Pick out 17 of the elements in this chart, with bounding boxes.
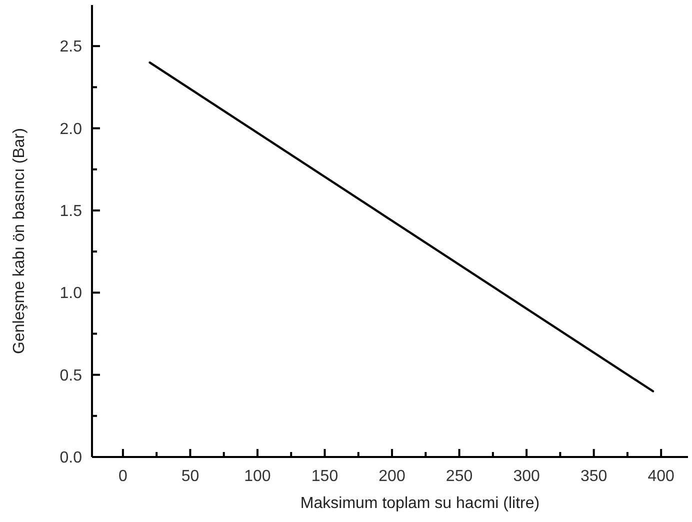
x-tick-label: 50 — [181, 468, 200, 485]
x-tick-label: 100 — [244, 468, 271, 485]
y-tick-label: 1.0 — [60, 285, 82, 302]
x-tick-label: 150 — [311, 468, 338, 485]
x-tick-label: 350 — [580, 468, 608, 485]
x-tick-label: 0 — [118, 468, 128, 485]
y-tick-label: 2.5 — [60, 38, 82, 56]
y-tick-label: 2.0 — [60, 120, 82, 138]
y-tick-label: 0.0 — [60, 450, 82, 467]
x-tick-label: 300 — [513, 468, 540, 485]
y-tick-label: 1.5 — [60, 203, 82, 220]
x-tick-label: 200 — [378, 468, 406, 485]
x-tick-label: 250 — [446, 468, 473, 485]
y-tick-label: 0.5 — [60, 367, 82, 384]
x-tick-label: 400 — [648, 468, 675, 485]
y-axis-title: Genleşme kabı ön basıncı (Bar) — [11, 128, 28, 354]
x-axis-title: Maksimum toplam su hacmi (litre) — [300, 495, 540, 512]
